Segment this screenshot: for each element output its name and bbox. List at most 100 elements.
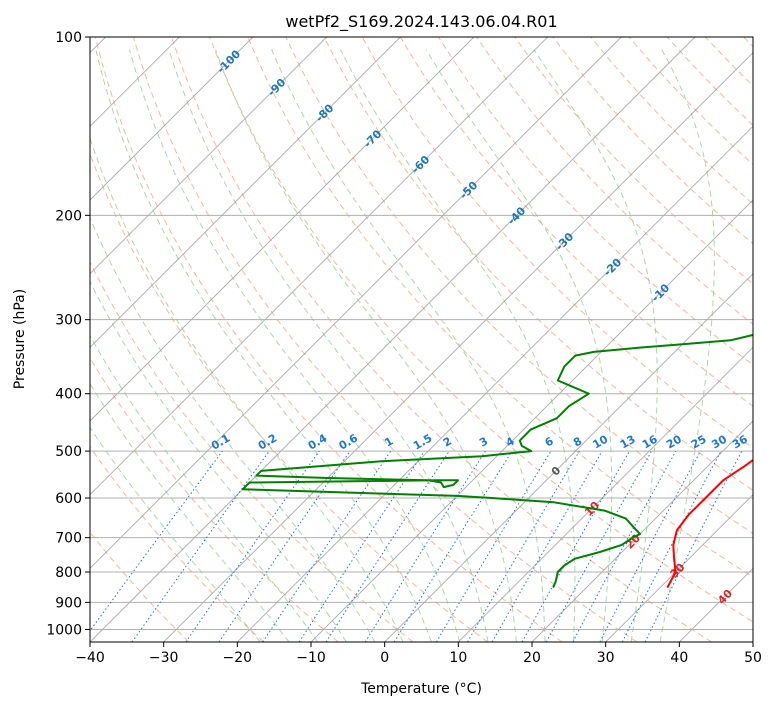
mixing-ratio-label: 10 (590, 432, 610, 451)
dry-adiabat (94, 37, 563, 642)
dry-adiabat (247, 37, 753, 578)
mixing-ratio-label: 16 (640, 432, 660, 451)
mixing-ratio-label: 25 (689, 433, 709, 452)
mixing-ratio-line (131, 450, 270, 642)
mixing-ratio-label: 13 (618, 433, 638, 452)
y-axis-label: Pressure (hPa) (12, 289, 28, 389)
y-tick-label: 200 (55, 208, 82, 224)
y-tick-label: 100 (55, 30, 82, 46)
isotherm (384, 272, 753, 642)
isotherm (90, 37, 254, 201)
y-tick-label: 700 (55, 531, 82, 547)
isotherm (90, 37, 475, 422)
dry-adiabat (323, 37, 753, 491)
moist-adiabat (90, 216, 376, 642)
dry-adiabat (90, 446, 264, 642)
dry-adiabat (704, 37, 753, 87)
mixing-ratio-line (262, 450, 392, 642)
dry-adiabat (90, 152, 488, 642)
isotherm (236, 125, 753, 642)
isotherm (90, 37, 328, 275)
x-tick-label: 0 (380, 650, 389, 666)
moist-adiabat (90, 382, 290, 642)
mixing-ratio-line (393, 450, 513, 642)
dry-adiabat (90, 356, 339, 642)
isotherm (90, 37, 401, 349)
isotherm (163, 51, 753, 642)
moist-adiabat (168, 49, 489, 642)
profiles (241, 333, 753, 589)
dewpoint-profile (241, 333, 753, 588)
isotherm (90, 37, 696, 642)
y-axis: 100 200 300 400 500 600 700 800 900 1000 (46, 30, 90, 638)
mixing-ratio-label: 0.1 (209, 432, 232, 453)
moist-adiabat (90, 334, 319, 642)
isotherm-label: -50 (457, 178, 480, 201)
isotherm (90, 37, 549, 496)
dry-adiabat (285, 37, 753, 535)
x-tick-label: 40 (670, 650, 688, 666)
moist-adiabat (425, 49, 613, 642)
y-tick-label: 800 (55, 565, 82, 581)
mixing-ratio-line (325, 450, 450, 642)
mixing-ratio-label: 1 (382, 435, 395, 450)
moist-adiabat (533, 49, 658, 642)
isotherm-label: -60 (409, 153, 432, 176)
dry-adiabat (514, 37, 753, 285)
mixing-ratio-line (572, 450, 677, 642)
isotherm (90, 37, 622, 570)
mixing-ratio-label: 6 (543, 434, 556, 449)
isotherm (678, 567, 753, 642)
dry-adiabat (437, 37, 753, 366)
y-tick-label: 400 (55, 387, 82, 403)
dry-adiabat (209, 37, 753, 623)
background-lines (90, 37, 753, 642)
mixing-ratio-label: 0.4 (306, 431, 330, 452)
mixing-ratio-label: 20 (664, 432, 684, 451)
mixing-ratio-label: 2 (441, 435, 454, 450)
x-tick-label: −40 (75, 650, 105, 666)
dry-adiabat (90, 260, 414, 642)
mixing-ratio-label: 1.5 (411, 432, 434, 453)
dry-adiabat (743, 37, 753, 48)
x-tick-label: −10 (296, 650, 326, 666)
x-tick-label: 30 (597, 650, 615, 666)
isotherm-label: -30 (553, 230, 576, 253)
mixing-ratio-line (545, 450, 653, 642)
dry-adiabat (90, 531, 190, 642)
moist-adiabat (90, 136, 404, 642)
moist-adiabat (340, 49, 576, 642)
moist-adiabat (90, 280, 347, 642)
x-tick-label: 20 (523, 650, 541, 666)
moist-adiabat (90, 426, 261, 642)
x-tick-label: −30 (149, 650, 179, 666)
mixing-ratio-line (185, 450, 320, 642)
mixing-ratio-label: 30 (709, 432, 729, 451)
isotherm (457, 346, 753, 642)
moist-adiabat (215, 49, 517, 642)
x-axis-label: Temperature (°C) (360, 681, 482, 697)
isotherm (531, 420, 753, 642)
x-tick-label: 50 (744, 650, 762, 666)
mixing-ratio-label: 3 (477, 435, 490, 450)
mixing-ratio-line (644, 450, 743, 642)
y-tick-label: 500 (55, 444, 82, 460)
mixing-ratio-label: 36 (730, 432, 750, 451)
dry-adiabat (666, 37, 753, 126)
y-tick-label: 300 (55, 313, 82, 329)
dry-adiabat (552, 37, 753, 245)
mixing-ratio-line (218, 450, 351, 642)
isotherm-label: 0 (549, 464, 564, 479)
moist-adiabat (95, 49, 432, 642)
x-axis: −40 −30 −20 −10 0 10 20 30 40 50 (75, 642, 762, 666)
moist-adiabat (271, 49, 546, 642)
isotherm-label: -100 (215, 47, 244, 76)
x-tick-label: 10 (449, 650, 467, 666)
y-tick-label: 600 (55, 491, 82, 507)
isotherm (605, 493, 753, 642)
isotherm-label: -70 (361, 127, 384, 150)
temperature-profile (666, 458, 753, 589)
isotherm (752, 641, 753, 642)
moist-adiabat (129, 49, 461, 642)
